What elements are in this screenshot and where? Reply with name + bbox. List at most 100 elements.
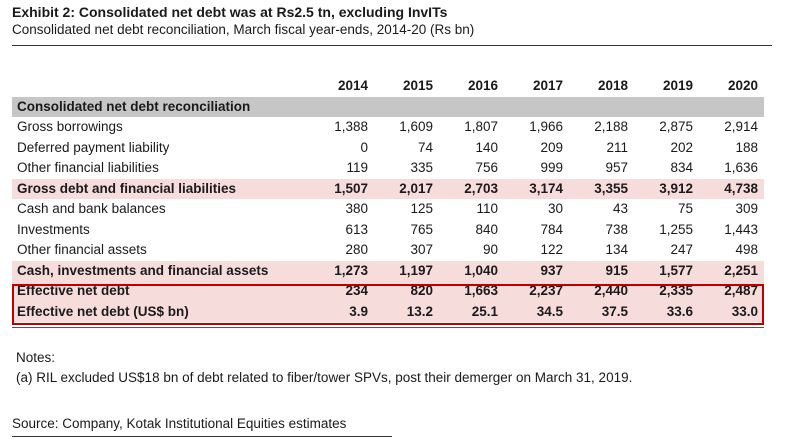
year-header: 2018 — [597, 78, 628, 93]
table-cell: 1,609 — [399, 119, 433, 134]
notes-heading: Notes: — [16, 350, 56, 365]
title-divider — [12, 45, 772, 46]
table-cell: 834 — [670, 160, 693, 175]
table-cell: 3,912 — [634, 178, 699, 199]
table-cell: 125 — [410, 201, 433, 216]
table-cell: 30 — [547, 201, 563, 216]
table-cell: 840 — [475, 221, 498, 237]
table-cell: 75 — [677, 201, 693, 216]
table-cell: 2,335 — [634, 281, 699, 302]
table-cell: 1,255 — [659, 221, 693, 237]
table-cell: 74 — [417, 139, 433, 155]
table-cell: 3.9 — [309, 301, 374, 322]
table-cell: 247 — [670, 242, 693, 257]
header-blank — [12, 76, 309, 97]
table-cell: 140 — [475, 139, 498, 155]
table-cell: 0 — [360, 139, 368, 155]
table-cell: 756 — [475, 160, 498, 175]
row-label: Cash and bank balances — [17, 201, 166, 216]
note-item: (a) RIL excluded US$18 bn of debt relate… — [16, 370, 633, 385]
table-cell: 209 — [540, 139, 563, 155]
table-cell: 2,875 — [659, 119, 693, 134]
table-cell: 33.0 — [699, 301, 764, 322]
table-cell: 309 — [735, 201, 758, 216]
table-cell: 2,440 — [569, 281, 634, 302]
table-bottom-divider — [12, 327, 764, 328]
section-header-row: Consolidated net debt reconciliation — [12, 96, 764, 117]
table-cell: 1,197 — [374, 260, 439, 281]
row-label: Gross debt and financial liabilities — [12, 178, 309, 199]
table-cell: 188 — [735, 139, 758, 155]
row-label: Gross borrowings — [17, 119, 123, 134]
table-row: Gross borrowings 1,388 1,609 1,807 1,966… — [12, 117, 764, 138]
table-cell: 1,388 — [334, 119, 368, 134]
table-row: Investments 613 765 840 784 738 1,255 1,… — [12, 220, 764, 241]
table-cell: 307 — [410, 242, 433, 257]
table-cell: 937 — [504, 260, 569, 281]
notes-block: Notes: (a) RIL excluded US$18 bn of debt… — [16, 348, 632, 388]
table-cell: 3,355 — [569, 178, 634, 199]
table-cell: 2,188 — [594, 119, 628, 134]
table-cell: 784 — [540, 221, 563, 237]
table-cell: 119 — [346, 160, 368, 175]
table-cell: 2,703 — [439, 178, 504, 199]
table-cell: 1,577 — [634, 260, 699, 281]
table-cell: 25.1 — [439, 301, 504, 322]
table-cell: 34.5 — [504, 301, 569, 322]
table-cell: 202 — [670, 139, 693, 155]
source-line: Source: Company, Kotak Institutional Equ… — [12, 416, 347, 431]
row-label: Other financial assets — [17, 242, 147, 257]
table-cell: 1,966 — [529, 119, 563, 134]
table-cell: 738 — [605, 221, 628, 237]
table-cell: 2,017 — [374, 178, 439, 199]
effective-net-debt-usd-row: Effective net debt (US$ bn) 3.9 13.2 25.… — [12, 301, 764, 322]
table-cell: 2,487 — [699, 281, 764, 302]
year-header: 2017 — [532, 78, 563, 93]
table-row: Deferred payment liability 0 74 140 209 … — [12, 138, 764, 159]
year-header: 2014 — [337, 78, 368, 93]
net-debt-table: 2014 2015 2016 2017 2018 2019 2020 Conso… — [12, 76, 764, 322]
table-cell: 1,273 — [309, 260, 374, 281]
table-row: Other financial liabilities 119 335 756 … — [12, 158, 764, 179]
row-label: Other financial liabilities — [17, 160, 159, 175]
table-cell: 613 — [345, 221, 368, 237]
table-cell: 1,507 — [309, 178, 374, 199]
year-header: 2016 — [467, 78, 498, 93]
table-cell: 2,237 — [504, 281, 569, 302]
table-cell: 43 — [612, 201, 628, 216]
row-label: Investments — [17, 221, 90, 237]
table-cell: 33.6 — [634, 301, 699, 322]
subtotal-row-gross-debt: Gross debt and financial liabilities 1,5… — [12, 178, 764, 199]
effective-net-debt-row: Effective net debt 234 820 1,663 2,237 2… — [12, 281, 764, 302]
table-cell: 1,443 — [724, 221, 758, 237]
table-cell: 134 — [605, 242, 628, 257]
section-label: Consolidated net debt reconciliation — [12, 96, 764, 117]
table-cell: 4,738 — [699, 178, 764, 199]
table-cell: 122 — [540, 242, 563, 257]
table-cell: 2,251 — [699, 260, 764, 281]
table-cell: 765 — [410, 221, 433, 237]
table-cell: 335 — [410, 160, 433, 175]
table-cell: 234 — [309, 281, 374, 302]
table-cell: 211 — [606, 139, 628, 155]
table-cell: 1,663 — [439, 281, 504, 302]
row-label: Cash, investments and financial assets — [12, 260, 309, 281]
exhibit-header: Exhibit 2: Consolidated net debt was at … — [12, 4, 772, 38]
year-header: 2019 — [662, 78, 693, 93]
table-cell: 2,914 — [724, 119, 758, 134]
exhibit-title: Exhibit 2: Consolidated net debt was at … — [12, 4, 448, 20]
table-cell: 1,807 — [464, 119, 498, 134]
table-cell: 999 — [540, 160, 563, 175]
table-row: Cash and bank balances 380 125 110 30 43… — [12, 199, 764, 220]
table-cell: 380 — [345, 201, 368, 216]
row-label: Deferred payment liability — [17, 139, 170, 155]
table-cell: 3,174 — [504, 178, 569, 199]
table-cell: 280 — [345, 242, 368, 257]
table-cell: 820 — [374, 281, 439, 302]
table-row: Other financial assets 280 307 90 122 13… — [12, 240, 764, 261]
table-cell: 110 — [476, 201, 498, 216]
table-cell: 13.2 — [374, 301, 439, 322]
subtotal-row-cash-investments: Cash, investments and financial assets 1… — [12, 260, 764, 281]
year-header: 2020 — [727, 78, 758, 93]
exhibit-subtitle: Consolidated net debt reconciliation, Ma… — [12, 22, 475, 37]
